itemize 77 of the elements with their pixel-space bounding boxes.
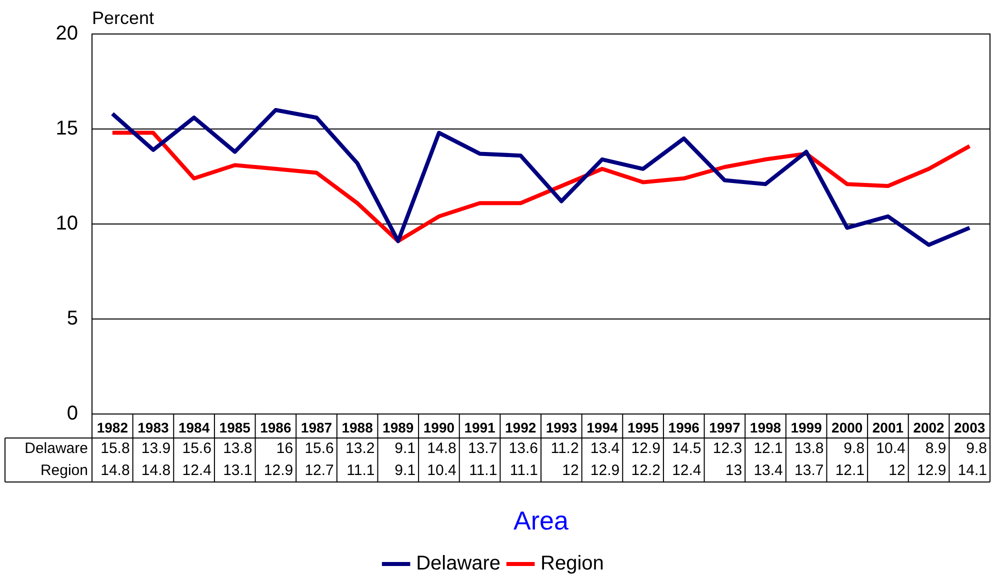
data-label: 14.8 [427, 440, 456, 458]
x-tick-label: 1982 [96, 419, 128, 436]
y-tick-label: 0 [66, 402, 78, 425]
data-label: 15.6 [182, 440, 212, 458]
data-label: 11.1 [346, 462, 375, 480]
data-label: 9.1 [394, 462, 416, 480]
y-tick-label: 10 [56, 212, 78, 235]
x-tick-label: 2001 [872, 419, 904, 436]
text: Region [40, 462, 88, 480]
data-label: 15.6 [304, 440, 334, 458]
data-label: 12.9 [264, 462, 294, 480]
y-tick-label: 20 [56, 22, 78, 45]
x-tick-label: 1984 [178, 419, 210, 436]
data-label: 12.2 [631, 462, 660, 480]
x-tick-label: 1998 [750, 419, 782, 436]
legend-label: Delaware [416, 552, 501, 575]
x-tick-label: 1983 [138, 419, 170, 436]
data-label: 11.1 [510, 462, 538, 480]
x-tick-label: 1988 [342, 419, 374, 436]
data-label: 14.8 [141, 462, 171, 480]
y-tick-label: 15 [56, 118, 78, 140]
data-label: 12.3 [712, 440, 742, 458]
data-label: 12 [562, 462, 579, 480]
data-label: 13.8 [223, 440, 252, 458]
x-tick-label: 1993 [546, 419, 578, 436]
data-label: 9.8 [966, 440, 987, 458]
data-label: 12.4 [672, 462, 702, 480]
data-label: 13.2 [346, 440, 375, 458]
x-tick-label: 1999 [790, 419, 822, 436]
data-label: 11.1 [469, 462, 498, 480]
x-tick-label: 1997 [709, 419, 740, 436]
data-label: 12.9 [916, 462, 946, 480]
x-tick-label: 1990 [423, 419, 455, 436]
data-label: 13.6 [508, 440, 538, 458]
data-label: 12.4 [182, 462, 212, 480]
data-label: 13.9 [141, 440, 171, 458]
x-tick-label: 2003 [954, 419, 986, 436]
data-label: 13.4 [590, 440, 620, 458]
y-tick-label: 5 [66, 308, 78, 330]
data-label: 12.9 [631, 440, 660, 458]
data-label: 12 [888, 462, 906, 480]
x-tick-label: 1987 [300, 419, 332, 436]
x-tick-label: 1985 [219, 419, 251, 436]
data-label: 14.8 [100, 462, 130, 480]
legend-label: Region [540, 552, 604, 575]
x-tick-label: 1989 [382, 419, 414, 436]
data-label: 12.7 [304, 462, 334, 480]
x-axis-title: Area [514, 506, 569, 536]
data-label: 13.7 [794, 462, 824, 480]
x-tick-label: 1992 [505, 419, 536, 436]
data-label: 12.1 [754, 440, 783, 458]
data-label: 11.2 [550, 440, 579, 458]
data-label: 13.7 [468, 440, 498, 458]
x-tick-label: 2000 [832, 419, 863, 436]
x-tick-label: 1986 [260, 419, 292, 436]
x-tick-label: 1994 [586, 419, 618, 436]
data-label: 10.4 [427, 462, 456, 480]
data-label: 12.1 [835, 462, 865, 480]
data-label: 16 [276, 440, 294, 458]
data-label: 13 [725, 462, 742, 480]
data-label: 9.8 [844, 440, 865, 458]
x-tick-label: 1995 [627, 419, 659, 436]
data-label: 14.1 [958, 462, 987, 480]
data-label: 13.4 [754, 462, 783, 480]
y-axis-title: Percent [92, 8, 154, 28]
data-label: 12.9 [590, 462, 620, 480]
data-label: 13.8 [794, 440, 824, 458]
data-label: 9.1 [394, 440, 416, 458]
data-label: 14.5 [672, 440, 702, 458]
data-label: 15.8 [100, 440, 130, 458]
data-label: 8.9 [925, 440, 946, 458]
x-tick-label: 1991 [464, 419, 496, 436]
data-label: 13.1 [223, 462, 252, 480]
text: Delaware [24, 440, 88, 458]
x-tick-label: 2002 [913, 419, 945, 436]
x-tick-label: 1996 [668, 419, 700, 436]
data-label: 10.4 [876, 440, 906, 458]
